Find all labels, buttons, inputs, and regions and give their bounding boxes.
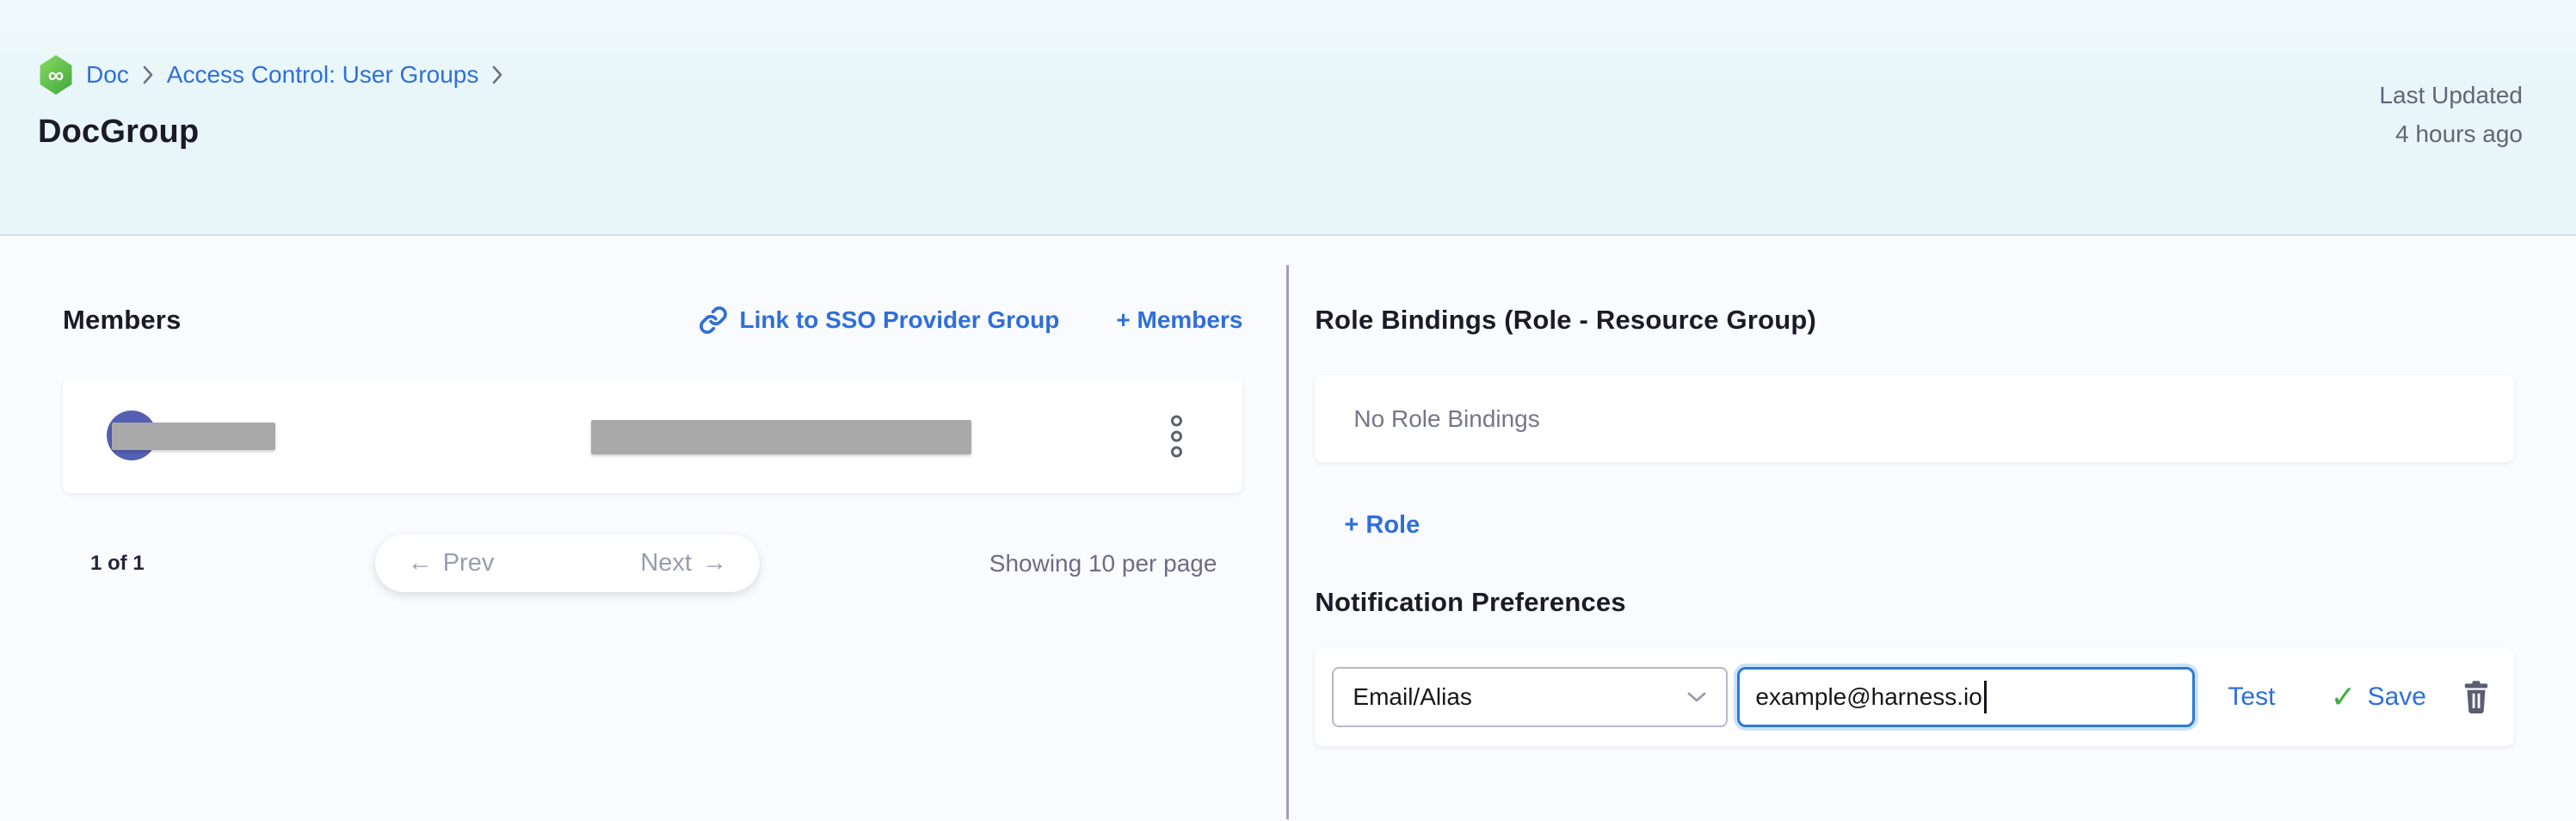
kebab-dot: [1171, 446, 1183, 457]
role-bindings-panel: Role Bindings (Role - Resource Group) No…: [1289, 236, 2576, 819]
notification-row: Email/Alias example@harness.io Test ✓ Sa…: [1315, 648, 2514, 746]
arrow-right-icon: →: [701, 549, 727, 577]
members-panel-header: Members Link to SSO Provider Group + Mem…: [63, 305, 1242, 336]
link-sso-provider-button[interactable]: Link to SSO Provider Group: [699, 306, 1060, 335]
page-header: ∞ Doc Access Control: User Groups DocGro…: [0, 0, 2576, 236]
no-role-bindings-text: No Role Bindings: [1353, 404, 1540, 432]
save-button[interactable]: ✓ Save: [2330, 682, 2426, 713]
members-pagination: 1 of 1 ← Prev 1 Next → Showing 10 per pa…: [63, 534, 1242, 592]
page-1-button[interactable]: 1: [527, 534, 607, 592]
email-input[interactable]: example@harness.io: [1737, 667, 2196, 727]
members-panel: Members Link to SSO Provider Group + Mem…: [0, 236, 1286, 819]
member-row[interactable]: [63, 379, 1243, 493]
next-label: Next: [640, 549, 692, 577]
add-role-button[interactable]: + Role: [1344, 511, 1420, 539]
test-button[interactable]: Test: [2228, 682, 2276, 711]
members-heading: Members: [63, 305, 182, 335]
channel-type-select[interactable]: Email/Alias: [1332, 667, 1729, 727]
role-bindings-empty-card: No Role Bindings: [1315, 375, 2514, 462]
breadcrumb-link-user-groups[interactable]: Access Control: User Groups: [166, 61, 479, 88]
members-actions: Link to SSO Provider Group + Members: [699, 306, 1243, 335]
page-title: DocGroup: [38, 114, 200, 150]
pagination-count: 1 of 1: [90, 551, 145, 575]
role-bindings-heading: Role Bindings (Role - Resource Group): [1315, 305, 1817, 335]
delete-notification-button[interactable]: [2461, 680, 2492, 714]
prev-page-button[interactable]: ← Prev: [375, 534, 527, 592]
kebab-dot: [1171, 430, 1183, 441]
last-updated: Last Updated 4 hours ago: [2379, 76, 2523, 153]
content-area: Members Link to SSO Provider Group + Mem…: [0, 236, 2576, 819]
text-caret: [1983, 681, 1987, 713]
save-label: Save: [2367, 682, 2426, 711]
pager-control: ← Prev 1 Next →: [374, 534, 760, 592]
channel-type-value: Email/Alias: [1353, 683, 1472, 710]
email-input-value: example@harness.io: [1755, 683, 1982, 710]
panel-divider: [1286, 265, 1290, 819]
last-updated-label: Last Updated: [2379, 82, 2523, 108]
last-updated-value: 4 hours ago: [2395, 120, 2523, 147]
add-members-button[interactable]: + Members: [1116, 306, 1243, 333]
breadcrumb-link-doc[interactable]: Doc: [86, 61, 129, 88]
breadcrumb: ∞ Doc Access Control: User Groups: [38, 55, 2523, 95]
chevron-right-icon: [490, 64, 504, 86]
prev-label: Prev: [442, 549, 495, 577]
arrow-left-icon: ←: [407, 549, 433, 577]
check-icon: ✓: [2330, 679, 2357, 714]
per-page-info: Showing 10 per page: [989, 549, 1217, 577]
next-page-button[interactable]: Next →: [607, 534, 760, 592]
chevron-right-icon: [141, 64, 155, 86]
harness-project-icon: ∞: [40, 55, 72, 95]
chain-link-icon: [699, 306, 728, 335]
redacted-member-name: [112, 423, 275, 450]
sso-link-label: Link to SSO Provider Group: [739, 306, 1060, 333]
trash-icon: [2464, 681, 2488, 714]
infinity-icon: ∞: [47, 62, 65, 88]
member-options-menu-button[interactable]: [1166, 410, 1187, 462]
redacted-member-email: [591, 420, 971, 454]
kebab-dot: [1171, 415, 1183, 426]
notification-preferences-heading: Notification Preferences: [1315, 587, 1626, 617]
chevron-down-icon: [1685, 689, 1709, 705]
